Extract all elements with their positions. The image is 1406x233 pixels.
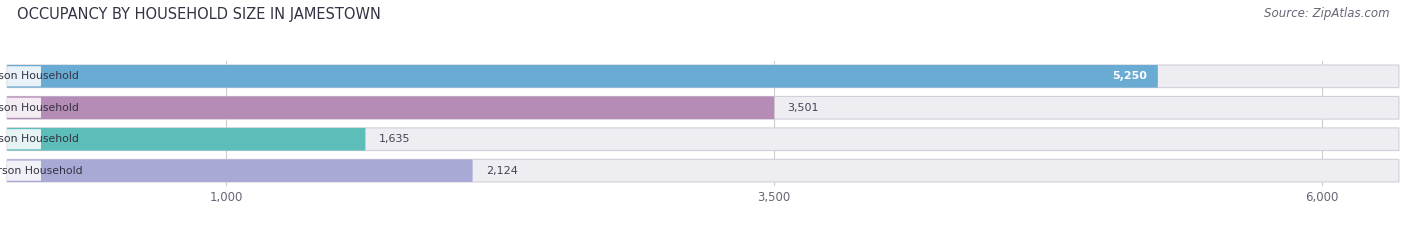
Text: 1-Person Household: 1-Person Household [0, 71, 79, 81]
Text: 4+ Person Household: 4+ Person Household [0, 166, 83, 176]
Text: 3-Person Household: 3-Person Household [0, 134, 79, 144]
FancyBboxPatch shape [7, 96, 1399, 119]
FancyBboxPatch shape [7, 128, 1399, 151]
Text: 1,635: 1,635 [378, 134, 411, 144]
FancyBboxPatch shape [7, 128, 366, 151]
Text: Source: ZipAtlas.com: Source: ZipAtlas.com [1264, 7, 1389, 20]
FancyBboxPatch shape [7, 161, 41, 181]
Text: 5,250: 5,250 [1112, 71, 1147, 81]
Text: OCCUPANCY BY HOUSEHOLD SIZE IN JAMESTOWN: OCCUPANCY BY HOUSEHOLD SIZE IN JAMESTOWN [17, 7, 381, 22]
FancyBboxPatch shape [7, 65, 1399, 88]
FancyBboxPatch shape [7, 98, 41, 118]
Text: 2-Person Household: 2-Person Household [0, 103, 79, 113]
Text: 3,501: 3,501 [787, 103, 820, 113]
FancyBboxPatch shape [7, 159, 472, 182]
FancyBboxPatch shape [7, 65, 1159, 88]
FancyBboxPatch shape [7, 66, 41, 86]
FancyBboxPatch shape [7, 129, 41, 149]
FancyBboxPatch shape [7, 96, 775, 119]
FancyBboxPatch shape [7, 159, 1399, 182]
Text: 2,124: 2,124 [485, 166, 517, 176]
